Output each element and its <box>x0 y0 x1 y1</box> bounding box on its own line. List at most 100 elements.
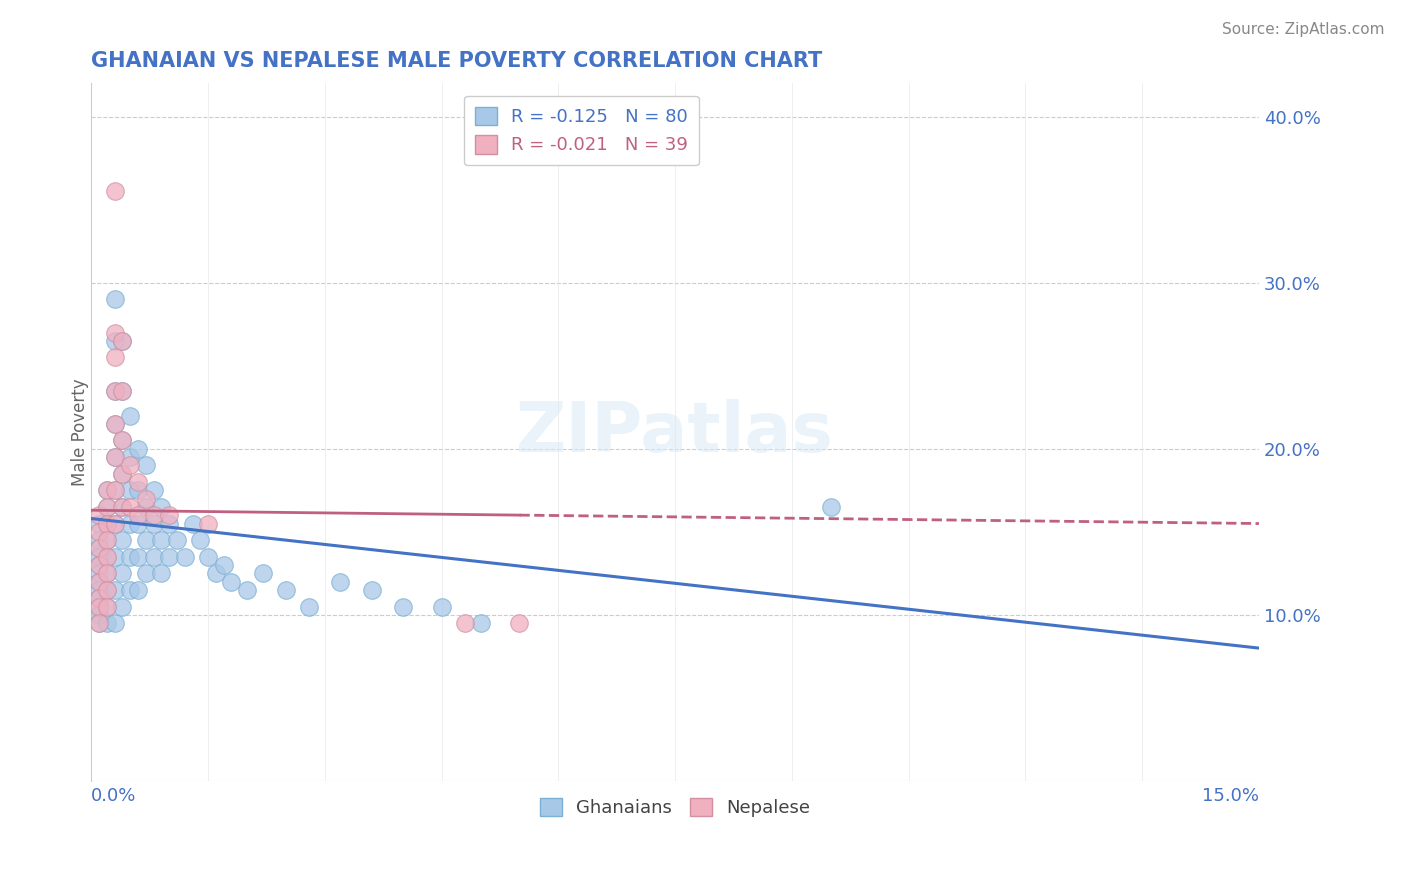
Point <box>142 549 165 564</box>
Point <box>111 434 134 448</box>
Point <box>104 450 127 464</box>
Point <box>96 599 118 614</box>
Point <box>120 549 142 564</box>
Point <box>135 500 157 514</box>
Point <box>127 582 149 597</box>
Text: 0.0%: 0.0% <box>91 787 136 805</box>
Point <box>205 566 228 581</box>
Point <box>89 558 111 572</box>
Point <box>127 442 149 456</box>
Text: 15.0%: 15.0% <box>1202 787 1258 805</box>
Point <box>111 384 134 398</box>
Point <box>89 524 111 539</box>
Point <box>96 616 118 631</box>
Point <box>96 599 118 614</box>
Point <box>111 467 134 481</box>
Point <box>111 434 134 448</box>
Point <box>135 491 157 506</box>
Point <box>111 500 134 514</box>
Point <box>430 599 453 614</box>
Point <box>104 351 127 365</box>
Point <box>96 566 118 581</box>
Point <box>96 483 118 498</box>
Point <box>104 483 127 498</box>
Point <box>181 516 204 531</box>
Point <box>157 516 180 531</box>
Point <box>96 566 118 581</box>
Point <box>104 417 127 431</box>
Point <box>188 533 211 548</box>
Point <box>127 549 149 564</box>
Point <box>111 500 134 514</box>
Point <box>173 549 195 564</box>
Point <box>89 533 111 548</box>
Text: Source: ZipAtlas.com: Source: ZipAtlas.com <box>1222 22 1385 37</box>
Point <box>104 450 127 464</box>
Point <box>120 458 142 473</box>
Point <box>120 500 142 514</box>
Y-axis label: Male Poverty: Male Poverty <box>72 378 89 486</box>
Point <box>298 599 321 614</box>
Point <box>111 334 134 348</box>
Point <box>96 582 118 597</box>
Point <box>96 549 118 564</box>
Point <box>89 591 111 606</box>
Point <box>89 599 111 614</box>
Point <box>135 566 157 581</box>
Point <box>111 533 134 548</box>
Point <box>96 533 118 548</box>
Point <box>142 508 165 523</box>
Point <box>89 549 111 564</box>
Point <box>454 616 477 631</box>
Point <box>274 582 297 597</box>
Point <box>111 334 134 348</box>
Point <box>96 483 118 498</box>
Point <box>120 582 142 597</box>
Point <box>127 508 149 523</box>
Point <box>96 516 118 531</box>
Point <box>104 616 127 631</box>
Point <box>104 184 127 198</box>
Point <box>104 483 127 498</box>
Point <box>104 326 127 340</box>
Point <box>104 582 127 597</box>
Point <box>120 516 142 531</box>
Point <box>157 508 180 523</box>
Point <box>127 483 149 498</box>
Point <box>236 582 259 597</box>
Point <box>89 591 111 606</box>
Point <box>197 549 219 564</box>
Point <box>120 409 142 423</box>
Point <box>111 384 134 398</box>
Point <box>104 334 127 348</box>
Point <box>89 558 111 572</box>
Point <box>104 516 127 531</box>
Point <box>104 417 127 431</box>
Point <box>329 574 352 589</box>
Point <box>157 549 180 564</box>
Point <box>96 533 118 548</box>
Point <box>150 566 173 581</box>
Point <box>127 516 149 531</box>
Point <box>166 533 188 548</box>
Point <box>360 582 382 597</box>
Point <box>96 516 118 531</box>
Point <box>111 566 134 581</box>
Point <box>221 574 243 589</box>
Text: ZIPatlas: ZIPatlas <box>516 399 834 466</box>
Point <box>89 616 111 631</box>
Point <box>197 516 219 531</box>
Legend: Ghanaians, Nepalese: Ghanaians, Nepalese <box>533 790 817 824</box>
Point <box>104 384 127 398</box>
Point <box>96 549 118 564</box>
Point <box>508 616 530 631</box>
Text: GHANAIAN VS NEPALESE MALE POVERTY CORRELATION CHART: GHANAIAN VS NEPALESE MALE POVERTY CORREL… <box>91 51 823 70</box>
Point <box>127 475 149 489</box>
Point <box>120 483 142 498</box>
Point <box>142 516 165 531</box>
Point <box>89 516 111 531</box>
Point <box>89 582 111 597</box>
Point <box>89 541 111 556</box>
Point <box>89 541 111 556</box>
Point <box>89 566 111 581</box>
